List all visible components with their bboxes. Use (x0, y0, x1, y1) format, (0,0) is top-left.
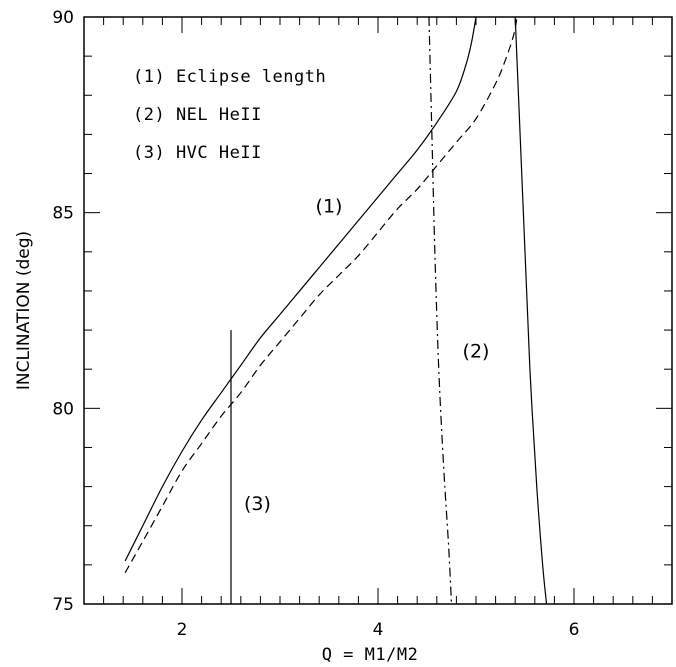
curve-label: (2) (463, 340, 490, 362)
plot-series (124, 16, 548, 605)
y-axis-label: INCLINATION (deg) (14, 231, 34, 390)
y-tick-label: 90 (52, 8, 74, 28)
y-tick-label: 85 (52, 204, 74, 224)
legend-entry: (1) Eclipse length (133, 67, 326, 87)
annotations: (1) (2) (3) (244, 196, 489, 515)
y-tick-label: 80 (52, 399, 74, 419)
legend: (1) Eclipse length (2) NEL HeII (3) HVC He… (133, 67, 326, 163)
series-line-3 (428, 16, 453, 605)
series-line-4 (514, 16, 548, 605)
y-tick-label: 75 (52, 595, 74, 615)
series-line-2 (124, 16, 518, 573)
curve-label: (3) (244, 493, 271, 515)
series-line-1 (124, 16, 477, 562)
legend-entry: (2) NEL HeII (133, 105, 262, 125)
x-tick-label: 4 (373, 620, 384, 640)
x-axis-label: Q = M1/M2 (322, 645, 419, 665)
axes: 2 4 6 75 80 85 90 (52, 8, 673, 640)
legend-entry: (3) HVC HeII (133, 143, 262, 163)
x-tick-label: 6 (569, 620, 580, 640)
curve-label: (1) (316, 196, 343, 218)
x-tick-label: 2 (177, 620, 188, 640)
